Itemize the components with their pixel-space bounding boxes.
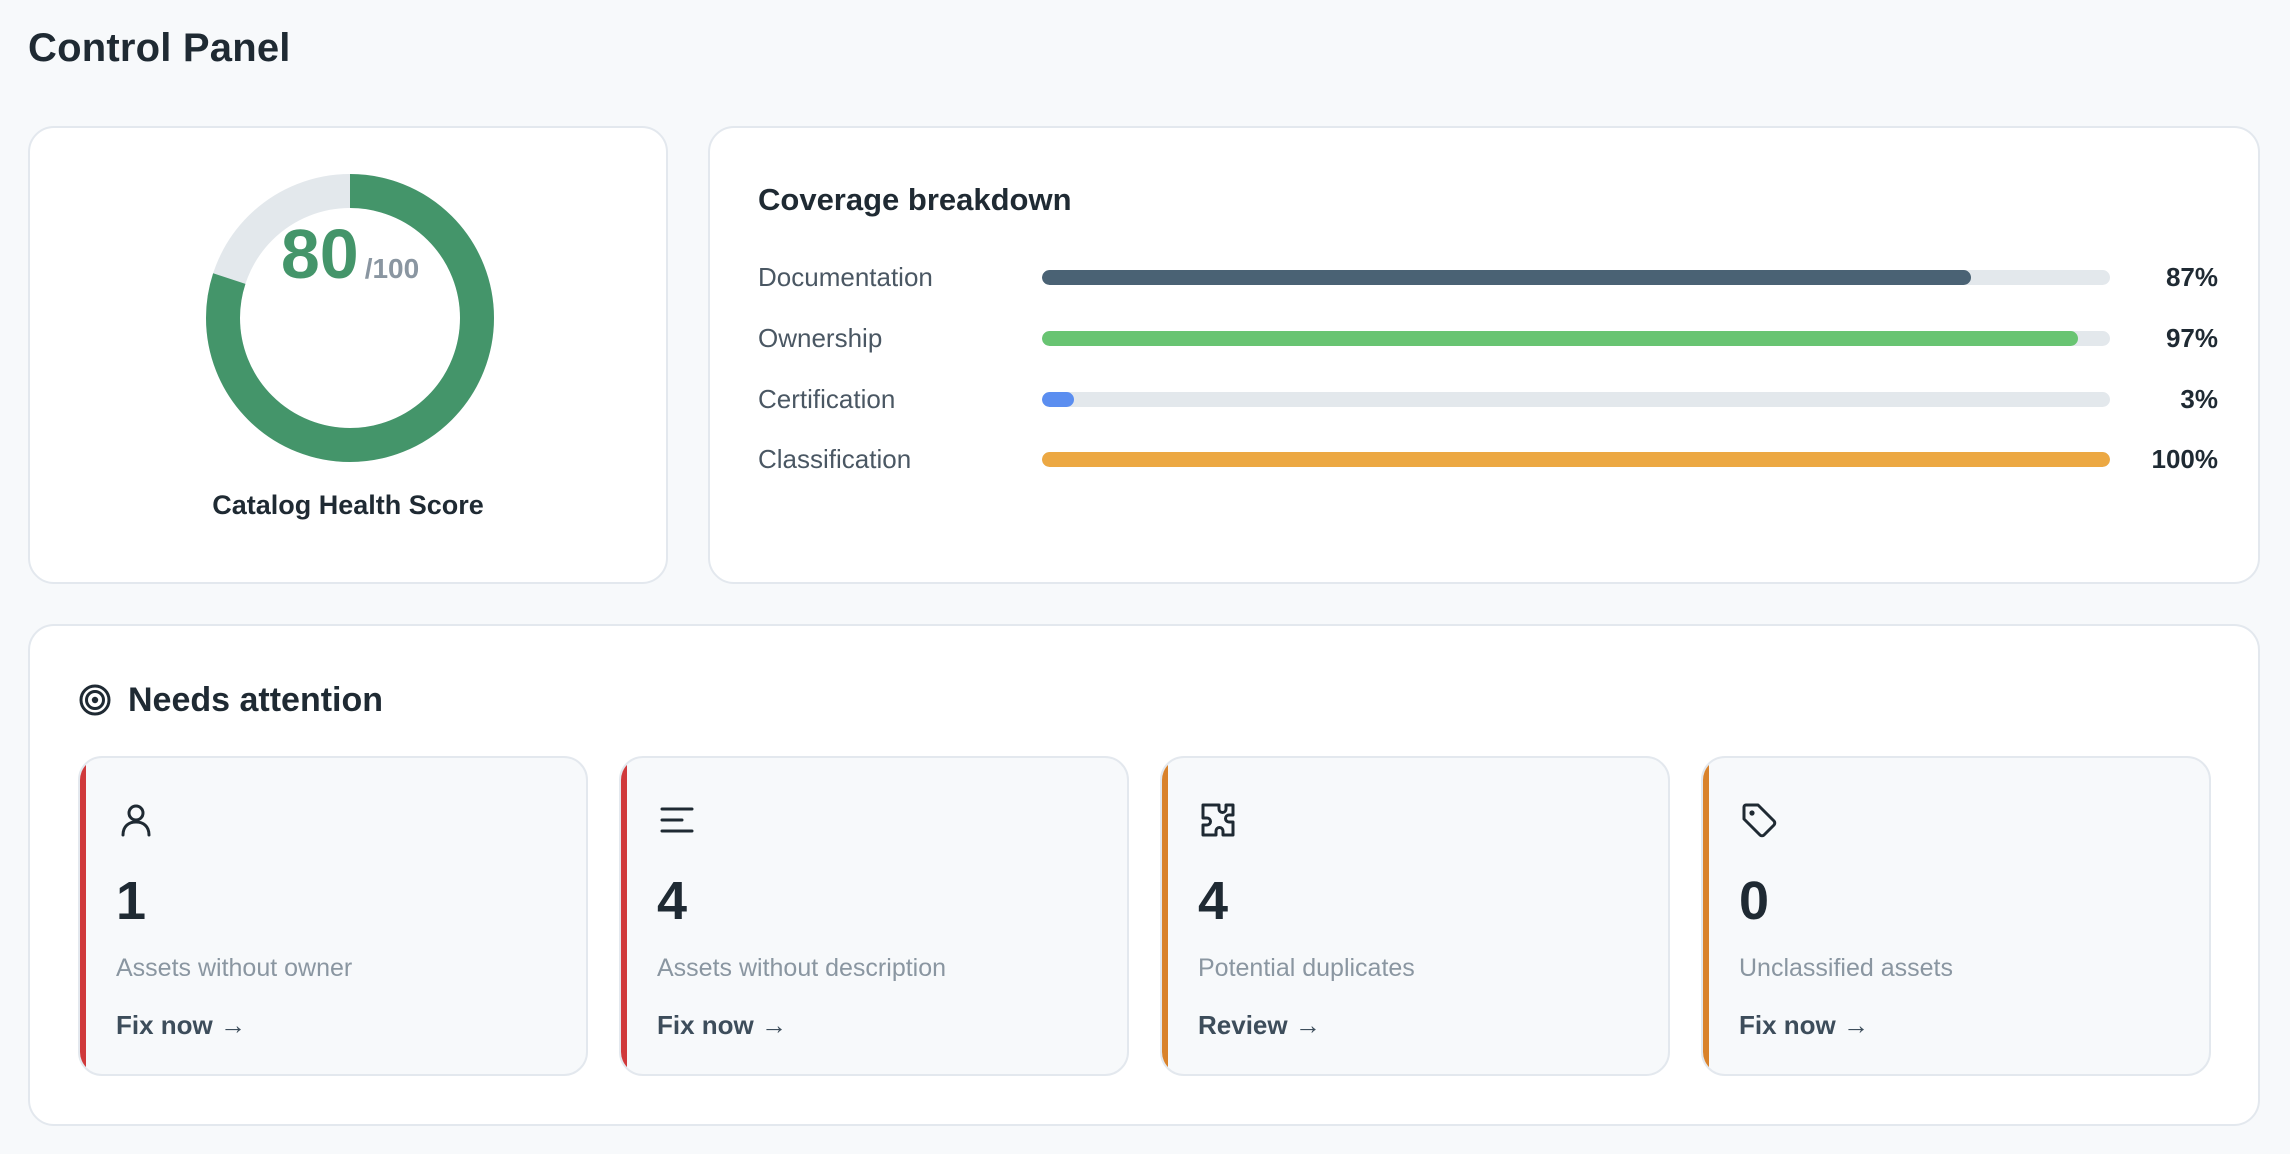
health-score-label: Catalog Health Score xyxy=(212,490,484,520)
coverage-title: Coverage breakdown xyxy=(758,182,1072,217)
tile-accent-edge xyxy=(80,758,86,1074)
coverage-label: Ownership xyxy=(758,323,883,353)
attention-tile-duplicates: 4 Potential duplicates Review → xyxy=(1160,756,1670,1076)
coverage-track xyxy=(1042,452,2110,467)
puzzle-icon xyxy=(1201,803,1235,837)
health-score-max: /100 xyxy=(364,253,420,284)
coverage-track xyxy=(1042,392,2110,407)
coverage-track xyxy=(1042,270,2110,285)
health-gauge: 80/100 xyxy=(206,174,494,462)
tile-accent-edge xyxy=(1162,758,1168,1074)
coverage-row-documentation: Documentation 87% xyxy=(758,256,2218,296)
attention-tile-description: 4 Assets without description Fix now → xyxy=(619,756,1129,1076)
fix-now-button[interactable]: Fix now → xyxy=(116,1010,246,1040)
coverage-track xyxy=(1042,331,2110,346)
gauge-score: 80/100 xyxy=(206,214,494,294)
attention-tile-unclassified: 0 Unclassified assets Fix now → xyxy=(1701,756,2211,1076)
tile-label: Unclassified assets xyxy=(1739,954,1953,982)
tile-label: Assets without description xyxy=(657,954,947,982)
tile-label: Potential duplicates xyxy=(1198,954,1415,982)
coverage-row-ownership: Ownership 97% xyxy=(758,317,2218,357)
coverage-percent: 3% xyxy=(2180,384,2218,414)
tile-count: 1 xyxy=(116,871,147,931)
attention-tile-owner: 1 Assets without owner Fix now → xyxy=(78,756,588,1076)
tile-count: 4 xyxy=(1198,871,1229,931)
coverage-bar-fill xyxy=(1042,270,1972,285)
coverage-percent: 100% xyxy=(2151,444,2219,474)
tile-count: 0 xyxy=(1739,871,1770,931)
fix-now-button[interactable]: Fix now → xyxy=(657,1010,787,1040)
tile-accent-edge xyxy=(621,758,627,1074)
health-gauge-ring xyxy=(206,174,494,462)
tile-accent-edge xyxy=(1703,758,1709,1074)
fix-now-button[interactable]: Fix now → xyxy=(1739,1010,1869,1040)
page-title: Control Panel xyxy=(28,26,291,70)
coverage-bar-fill xyxy=(1042,452,2110,467)
coverage-label: Documentation xyxy=(758,262,933,292)
coverage-bar-fill xyxy=(1042,392,1075,407)
needs-attention-card: Needs attention 1 Assets without owner F… xyxy=(28,624,2260,1126)
user-icon xyxy=(121,804,151,837)
coverage-card: Coverage breakdown Documentation 87% Own… xyxy=(708,126,2260,584)
coverage-percent: 97% xyxy=(2165,323,2218,353)
coverage-label: Classification xyxy=(758,444,912,474)
health-score-card: 80/100 Catalog Health Score xyxy=(28,126,668,584)
text-lines-icon xyxy=(660,807,694,833)
coverage-label: Certification xyxy=(758,384,896,414)
gauge-progress-arc xyxy=(206,174,494,462)
tile-count: 4 xyxy=(657,871,688,931)
health-score-value: 80 xyxy=(280,215,359,293)
coverage-row-certification: Certification 3% xyxy=(758,378,2218,418)
needs-attention-title: Needs attention xyxy=(128,680,384,719)
review-button[interactable]: Review → xyxy=(1198,1010,1321,1040)
needs-attention-header: Needs attention xyxy=(78,678,383,722)
tag-icon xyxy=(1742,803,1777,838)
tile-label: Assets without owner xyxy=(116,954,353,982)
coverage-percent: 87% xyxy=(2165,262,2218,292)
coverage-bar-fill xyxy=(1042,331,2078,346)
coverage-row-classification: Classification 100% xyxy=(758,438,2218,478)
target-icon xyxy=(79,684,111,716)
